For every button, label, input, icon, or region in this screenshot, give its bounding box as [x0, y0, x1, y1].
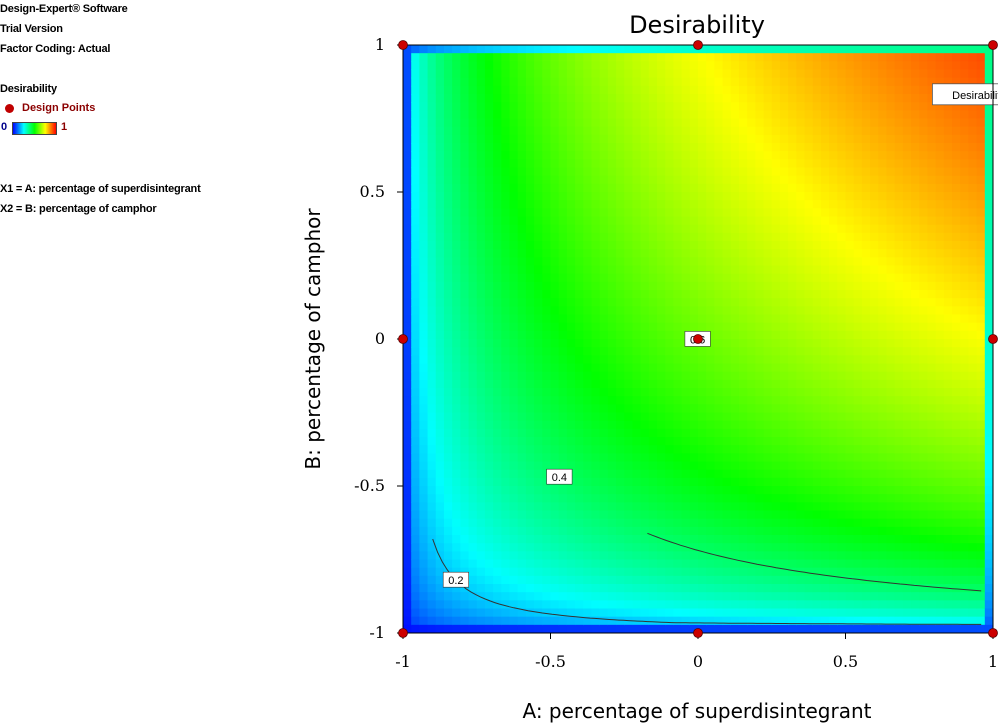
x1-definition: X1 = A: percentage of superdisintegrant: [0, 183, 201, 195]
x2-definition: X2 = B: percentage of camphor: [0, 203, 157, 215]
x-tick-label: -0.5: [535, 652, 566, 671]
optimum-callout: Desirability 0.935729: [932, 83, 998, 106]
design-point: [693, 40, 703, 50]
axes: -1 -0.5 0 0.5 1 -1 -0.5 0 0.5 1: [354, 35, 998, 671]
y-axis-title: B: percentage of camphor: [301, 208, 325, 470]
contour-lines: [432, 532, 982, 625]
y-tick-label: 1: [375, 35, 385, 54]
factor-coding-label: Factor Coding: Actual: [0, 43, 111, 55]
x-axis-title: A: percentage of superdisintegrant: [523, 699, 872, 723]
chart-title: Desirability: [629, 11, 765, 39]
y-tick-label: -0.5: [354, 476, 385, 495]
y-tick-label: -1: [369, 623, 385, 642]
design-points-label: Design Points: [22, 102, 96, 114]
design-point: [398, 628, 408, 638]
desirability-surface: [403, 45, 993, 633]
design-point: [693, 628, 703, 638]
contour-line: [647, 532, 982, 592]
design-point: [988, 628, 998, 638]
color-scale-bar: [12, 122, 57, 135]
x-tick-label: 0: [693, 652, 703, 671]
design-point-marker-icon: [5, 103, 14, 113]
response-name: Desirability: [0, 83, 57, 95]
color-scale-max: 1: [61, 121, 68, 133]
contour-label: 0.4: [546, 468, 573, 485]
y-tick-label: 0.5: [360, 182, 385, 201]
contour-line: [432, 538, 982, 625]
design-point: [398, 334, 408, 344]
design-points-legend: Design Points: [5, 102, 95, 114]
software-name: Design-Expert® Software: [0, 3, 128, 15]
contour-label: 0.2: [442, 571, 470, 588]
design-point: [693, 334, 703, 344]
x-tick-label: 1: [988, 652, 998, 671]
design-point: [398, 40, 408, 50]
color-scale-min: 0: [1, 121, 8, 133]
x-tick-label: -1: [395, 652, 411, 671]
version-label: Trial Version: [0, 23, 63, 35]
plot-area: 0.20.40.6Desirability 0.935729: [403, 45, 998, 633]
y-tick-label: 0: [375, 329, 385, 348]
x-tick-label: 0.5: [833, 652, 858, 671]
design-point: [988, 334, 998, 344]
legend-panel: Design-Expert® Software Trial Version Fa…: [0, 0, 300, 240]
design-point: [988, 40, 998, 50]
